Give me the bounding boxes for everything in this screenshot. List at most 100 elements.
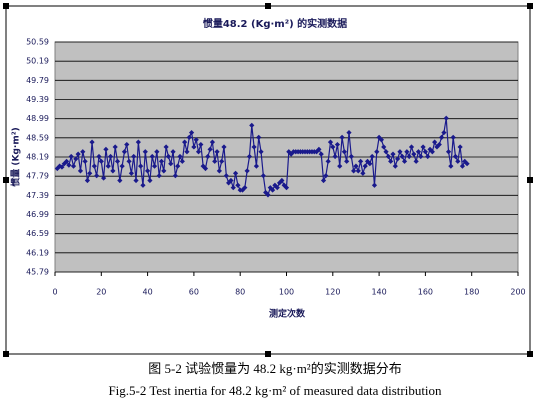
data-point — [202, 165, 209, 172]
data-point — [235, 182, 241, 188]
data-point — [448, 163, 454, 169]
data-point — [73, 156, 79, 162]
data-point — [318, 151, 324, 157]
handle — [527, 177, 533, 183]
data-point — [371, 182, 378, 188]
y-tick-label: 46.99 — [26, 210, 49, 219]
data-point — [179, 158, 185, 164]
data-point — [63, 158, 70, 164]
y-tick-label: 46.59 — [26, 229, 49, 238]
data-point — [316, 146, 322, 152]
data-point — [330, 144, 336, 150]
data-point — [101, 175, 107, 181]
data-point — [263, 189, 269, 196]
data-point — [422, 149, 428, 155]
data-point — [182, 139, 188, 145]
data-point — [355, 168, 361, 174]
data-point — [251, 144, 257, 150]
data-point — [272, 182, 278, 188]
data-point — [212, 158, 218, 164]
y-tick-label: 49.79 — [26, 76, 49, 85]
y-tick-label: 50.19 — [26, 57, 49, 66]
data-point — [188, 129, 195, 136]
data-point — [376, 134, 382, 140]
data-point — [107, 153, 114, 160]
data-point — [413, 158, 419, 164]
y-tick-label: 48.99 — [26, 114, 49, 123]
data-point — [334, 141, 341, 148]
x-tick-label: 120 — [325, 288, 340, 297]
data-point — [151, 163, 158, 169]
data-point — [348, 153, 354, 160]
data-point — [455, 158, 461, 164]
data-point — [84, 177, 91, 184]
data-point — [411, 151, 417, 157]
data-point — [344, 158, 350, 164]
data-point — [77, 168, 84, 174]
data-point — [313, 149, 320, 155]
handle — [527, 3, 533, 9]
data-point — [443, 115, 449, 121]
data-point — [390, 151, 396, 157]
data-point — [114, 158, 121, 164]
data-point — [337, 163, 343, 169]
data-point — [184, 149, 190, 155]
data-point — [327, 139, 334, 145]
data-point — [128, 170, 134, 176]
chart: 惯量48.2 (Kg·m²) 的实测数据 测定次数 惯量 (Kg·m²) 45.… — [3, 3, 533, 357]
data-point — [191, 144, 197, 150]
data-point — [214, 149, 220, 155]
y-axis-label: 惯量 (Kg·m²) — [10, 127, 22, 187]
data-point — [332, 153, 338, 160]
data-point — [154, 149, 160, 155]
data-point — [425, 153, 431, 160]
y-tick-label: 45.79 — [26, 268, 49, 277]
x-tick-label: 20 — [96, 288, 106, 297]
y-tick-label: 47.79 — [26, 172, 49, 181]
data-point — [374, 149, 380, 155]
data-point — [320, 177, 327, 184]
data-point — [142, 149, 148, 155]
data-point — [385, 153, 391, 160]
data-point — [360, 170, 366, 176]
data-point — [228, 177, 234, 184]
y-tick-label: 49.39 — [26, 95, 49, 104]
data-point — [323, 173, 329, 179]
data-point — [223, 173, 229, 179]
data-point — [207, 146, 213, 152]
data-point — [82, 158, 88, 164]
data-point — [404, 149, 410, 155]
data-point — [103, 146, 109, 152]
data-point — [68, 153, 74, 160]
x-tick-label: 40 — [143, 288, 153, 297]
data-point — [397, 149, 403, 155]
data-point — [66, 162, 72, 168]
data-point — [420, 144, 426, 150]
x-tick-label: 60 — [189, 288, 199, 297]
data-point — [260, 173, 266, 179]
data-point — [186, 134, 192, 140]
data-point — [91, 163, 97, 169]
data-point — [399, 153, 405, 160]
x-tick-label: 200 — [510, 288, 525, 297]
data-point — [119, 163, 125, 169]
data-point — [161, 168, 167, 174]
data-point — [362, 163, 368, 169]
data-point — [168, 161, 174, 167]
data-point — [219, 158, 225, 164]
data-point — [112, 144, 118, 150]
data-point — [341, 149, 347, 155]
data-point — [98, 158, 104, 164]
handle — [527, 351, 533, 357]
data-point — [158, 158, 165, 164]
data-point — [124, 141, 130, 148]
data-point — [177, 153, 183, 160]
data-point — [274, 185, 280, 191]
data-point — [135, 139, 141, 145]
x-tick-label: 160 — [418, 288, 433, 297]
data-point — [105, 163, 111, 169]
data-point — [138, 163, 144, 169]
handle — [265, 3, 271, 9]
data-point — [59, 164, 65, 170]
data-point — [401, 158, 408, 164]
